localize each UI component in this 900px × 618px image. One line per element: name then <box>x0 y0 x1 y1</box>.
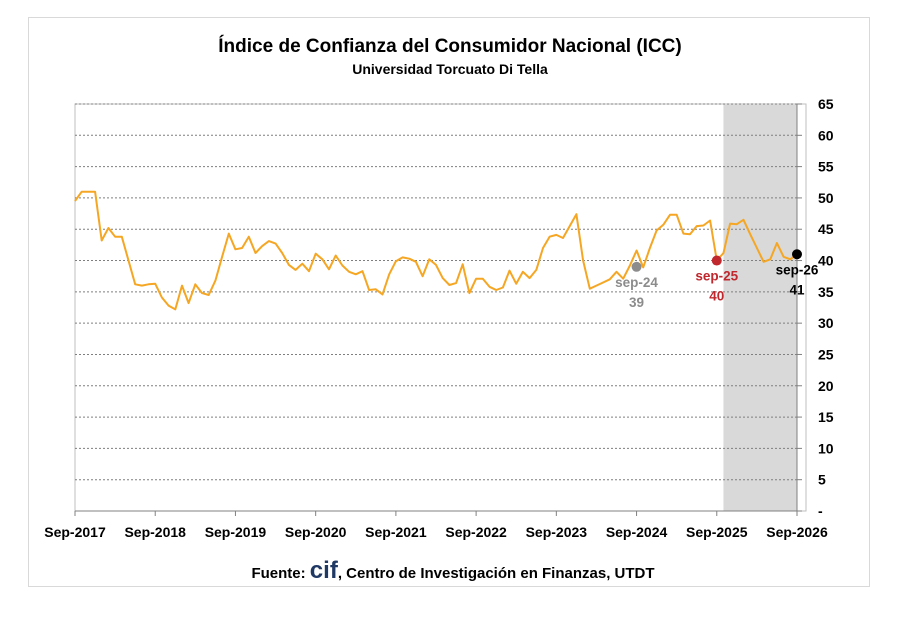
y-tick-label: 60 <box>818 127 834 143</box>
y-tick-label: 30 <box>818 315 834 331</box>
y-tick-label: 15 <box>818 409 834 425</box>
annotation-date-sep-25: sep-25 <box>695 269 738 284</box>
y-tick-label: 55 <box>818 159 834 175</box>
y-tick-label: 65 <box>818 96 834 112</box>
y-tick-label: 5 <box>818 472 826 488</box>
x-tick-label: Sep-2026 <box>766 524 828 540</box>
x-tick-label: Sep-2021 <box>365 524 427 540</box>
x-tick-label: Sep-2022 <box>445 524 507 540</box>
x-tick-label: Sep-2017 <box>44 524 106 540</box>
y-tick-label: 10 <box>818 440 834 456</box>
source-footer: Fuente: cif, Centro de Investigación en … <box>251 557 654 584</box>
x-tick-label: Sep-2024 <box>606 524 668 540</box>
plot-area-border <box>74 103 807 512</box>
y-tick-label: 40 <box>818 253 834 269</box>
source-text: , Centro de Investigación en Finanzas, U… <box>338 565 655 582</box>
annotation-value-sep-26: 41 <box>789 282 805 297</box>
source-prefix: Fuente: <box>251 565 309 582</box>
chart-subtitle: Universidad Torcuato Di Tella <box>352 61 548 77</box>
x-tick-label: Sep-2018 <box>124 524 186 540</box>
shaded-projection-region <box>723 104 797 511</box>
y-tick-label: 35 <box>818 284 834 300</box>
y-tick-label: - <box>818 503 823 519</box>
chart-title: Índice de Confianza del Consumidor Nacio… <box>218 35 681 57</box>
annotation-marker-sep-24 <box>631 261 642 272</box>
annotation-date-sep-24: sep-24 <box>615 275 658 290</box>
annotation-marker-sep-25 <box>711 255 722 266</box>
cif-logo: cif <box>310 557 339 584</box>
x-tick-label: Sep-2023 <box>526 524 588 540</box>
annotation-value-sep-24: 39 <box>629 295 644 310</box>
x-tick-label: Sep-2020 <box>285 524 347 540</box>
annotation-date-sep-26: sep-26 <box>776 262 819 277</box>
chart-frame: Índice de Confianza del Consumidor Nacio… <box>28 17 870 587</box>
x-tick-label: Sep-2019 <box>205 524 267 540</box>
chart: Índice de Confianza del Consumidor Nacio… <box>44 35 834 584</box>
annotation-value-sep-25: 40 <box>709 289 724 304</box>
y-tick-label: 45 <box>818 221 834 237</box>
y-tick-label: 25 <box>818 346 834 362</box>
y-tick-label: 50 <box>818 190 834 206</box>
series-line-icc <box>74 190 798 311</box>
x-tick-label: Sep-2025 <box>686 524 748 540</box>
annotation-marker-sep-26 <box>792 249 802 260</box>
y-tick-label: 20 <box>818 378 834 394</box>
